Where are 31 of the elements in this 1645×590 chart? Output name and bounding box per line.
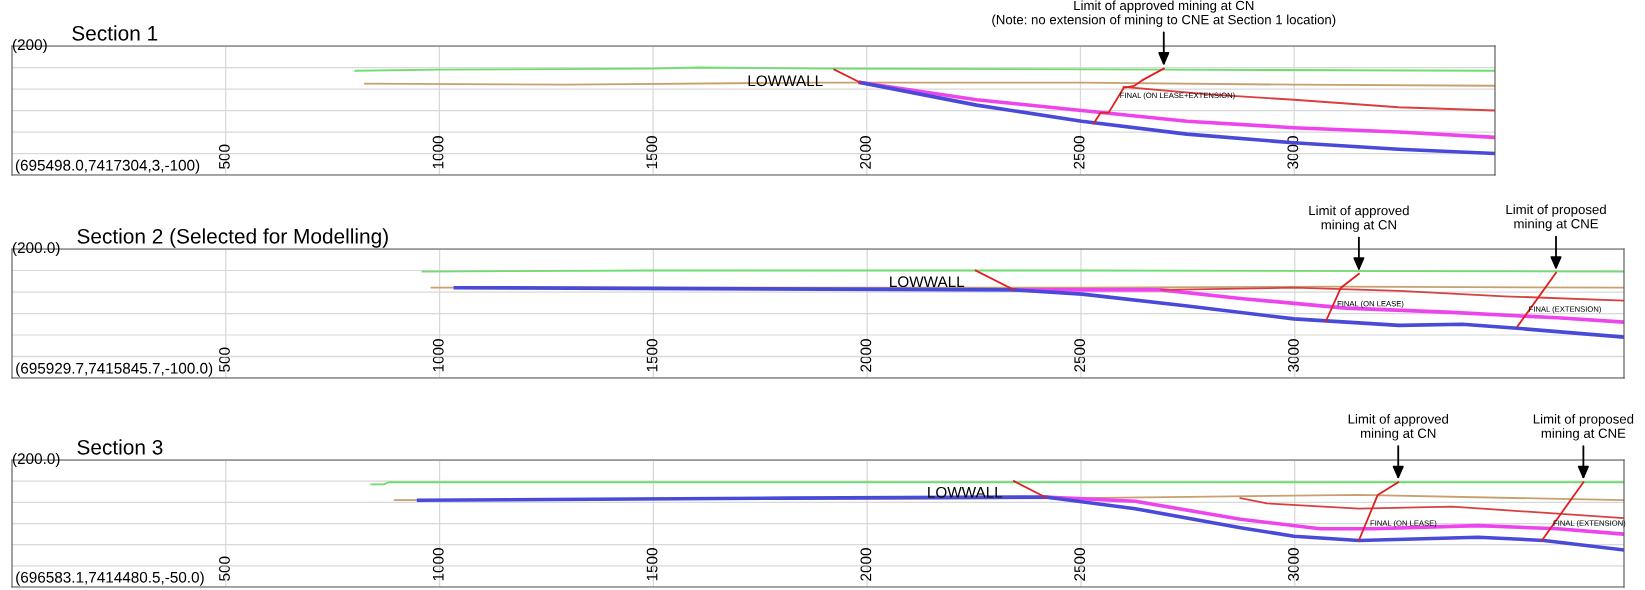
x-tick-label: 1000 [432,339,444,372]
annotation: LOWWALL [890,276,965,288]
x-tick-label: 2500 [1074,548,1086,581]
text: (200.0) [12,452,60,468]
annotation: (695929.7,7415845.7,-100.0) [16,362,213,377]
annotation: Limit of approved mining at CN (Note: no extension of mining to CNE at Section 1 location) [992,0,1336,27]
annotation: Limit of approved mining at CN [1348,414,1448,441]
chart-title: Section 2 (Selected for Modelling) [77,228,388,248]
x-tick-label: 2000 [860,548,872,581]
annotation: (696583.1,7414480.5,-50.0) [16,571,204,586]
x-tick-label: 3000 [1288,339,1299,372]
x-tick-label: 1500 [646,136,658,169]
annotation: Limit of proposed mining at CNE [1533,414,1634,441]
text: (200.0) [12,241,60,257]
x-tick-label: 2500 [1073,136,1085,169]
chart-title: Section 1 [72,25,158,41]
annotation: Limit of proposed mining at CNE [1506,204,1606,231]
x-tick-label: 1000 [432,136,444,169]
x-tick-label: 1500 [646,339,658,372]
x-tick-label: 1500 [646,548,658,581]
x-tick-label: 500 [219,556,230,581]
text: (200) [12,38,47,54]
annotation: Limit of approved mining at CN [1309,205,1409,233]
x-tick-label: 2500 [1074,339,1086,372]
chart-title: Section 3 [77,439,163,455]
x-tick-label: 2000 [860,136,871,169]
x-tick-label: 3000 [1288,548,1299,581]
x-tick-label: 2000 [860,339,872,372]
x-tick-label: 1000 [432,548,444,581]
annotation: LOWWALL [928,486,1003,498]
annotation: (695498.0,7417304,3,-100) [15,159,200,174]
